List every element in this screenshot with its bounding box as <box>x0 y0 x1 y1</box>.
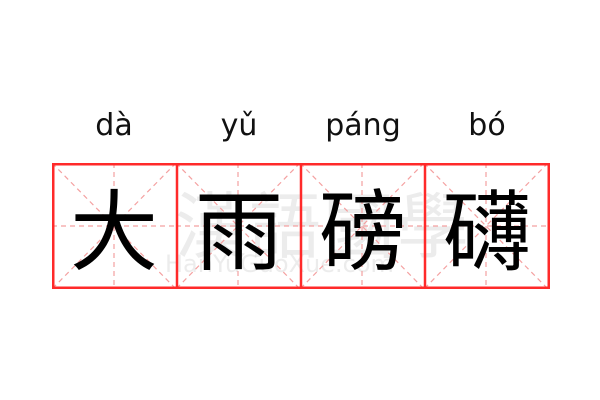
pinyin-4: bó <box>468 108 506 143</box>
character-grid <box>52 163 550 289</box>
pinyin-1: dà <box>95 108 133 143</box>
character-2: 雨 <box>194 181 283 284</box>
pinyin-3: páng <box>325 108 401 143</box>
guide-lines-1 <box>52 163 177 289</box>
character-1: 大 <box>69 181 158 284</box>
guide-lines-3 <box>299 163 425 289</box>
character-3: 磅 <box>318 181 407 284</box>
pinyin-2: yǔ <box>220 108 258 143</box>
guide-lines-4 <box>423 163 549 289</box>
guide-lines-2 <box>175 163 301 289</box>
character-4: 礴 <box>442 181 531 284</box>
